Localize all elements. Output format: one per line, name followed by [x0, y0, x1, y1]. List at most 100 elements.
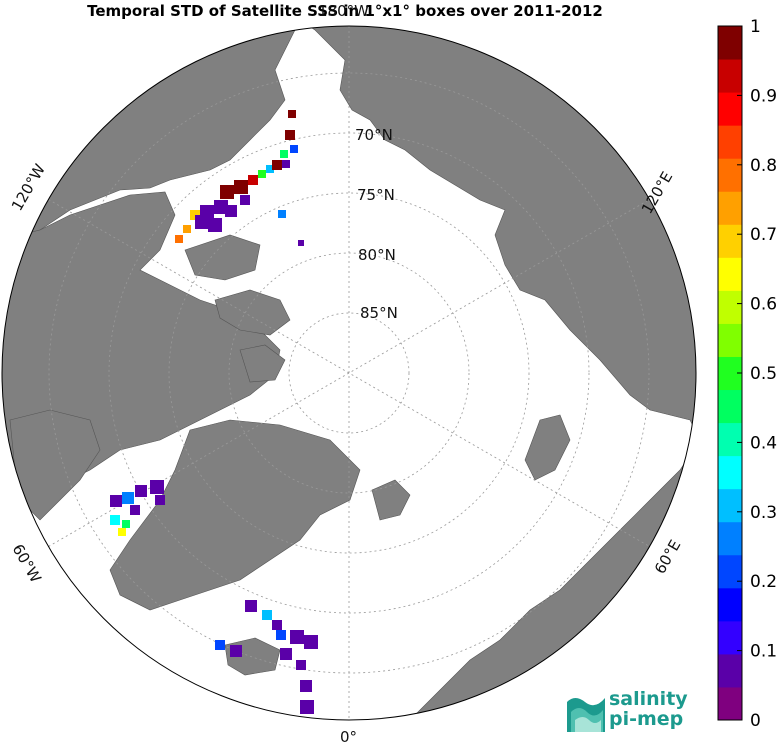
std-box	[234, 180, 248, 194]
logo-mark	[567, 698, 605, 732]
std-box	[110, 495, 122, 507]
colorbar-swatch	[718, 620, 742, 655]
std-box	[290, 145, 298, 153]
colorbar-tick-label: 0.4	[750, 433, 777, 453]
std-box	[276, 630, 286, 640]
std-box	[118, 528, 126, 536]
std-box	[225, 205, 237, 217]
std-box	[155, 495, 165, 505]
graticule	[48, 26, 650, 720]
std-box	[272, 160, 282, 170]
std-box	[272, 620, 282, 630]
land-greenland	[109, 419, 361, 611]
std-box	[110, 515, 120, 525]
std-box	[300, 680, 312, 692]
colorbar-tick-label: 0	[750, 711, 761, 731]
lat-label-75: 75°N	[357, 186, 395, 204]
lon-label-120w: 120°W	[8, 161, 49, 214]
std-box	[183, 225, 191, 233]
colorbar-ticks: 0 0.1 0.2 0.3 0.4 0.5 0.6 0.7 0.8 0.9 1	[737, 17, 777, 731]
lat-circle-75	[168, 192, 530, 554]
std-box	[282, 160, 290, 168]
colorbar-swatch	[718, 125, 742, 159]
colorbar-swatch	[718, 521, 742, 556]
salinity-pi-mep-logo: salinity pi-mep	[565, 688, 695, 736]
std-box	[150, 480, 164, 494]
land-archipelago-2	[214, 289, 291, 336]
std-box	[175, 235, 183, 243]
colorbar-tick-label: 0.1	[750, 642, 777, 662]
std-box	[288, 110, 296, 118]
std-box	[195, 215, 209, 229]
colorbar-tick-label: 0.9	[750, 86, 777, 106]
colorbar: 0 0.1 0.2 0.3 0.4 0.5 0.6 0.7 0.8 0.9 1	[717, 17, 777, 731]
std-box	[248, 175, 258, 185]
std-box	[130, 505, 140, 515]
meridian-120	[48, 199, 650, 547]
std-box	[296, 660, 306, 670]
std-box	[280, 150, 288, 158]
colorbar-swatch	[718, 554, 742, 589]
std-box	[122, 520, 130, 528]
colorbar-tick-label: 0.7	[750, 225, 777, 245]
colorbar-tick-label: 0.6	[750, 295, 777, 315]
lon-label-60e: 60°E	[651, 537, 685, 577]
std-box	[245, 600, 257, 612]
colorbar-swatch	[718, 290, 742, 324]
colorbar-tick-label: 0.8	[750, 156, 777, 176]
colorbar-swatch	[718, 422, 742, 457]
colorbar-tick-label: 0.3	[750, 503, 777, 523]
colorbar-tick-label: 0.5	[750, 364, 777, 384]
std-box	[285, 130, 295, 140]
std-box	[122, 492, 134, 504]
colorbar-tick-label: 1	[750, 17, 761, 37]
land-archipelago-3	[239, 344, 286, 383]
colorbar-swatch	[718, 455, 742, 490]
std-box	[215, 640, 225, 650]
colorbar-swatch	[718, 26, 742, 60]
lat-label-80: 80°N	[358, 246, 396, 264]
colorbar-swatch	[718, 686, 742, 721]
colorbar-swatch	[718, 653, 742, 688]
colorbar-swatch	[718, 92, 742, 126]
lat-label-85: 85°N	[360, 304, 398, 322]
colorbar-swatch	[718, 224, 742, 258]
colorbar-tick-label: 0.2	[750, 572, 777, 592]
std-box	[298, 240, 304, 246]
land-novaya-zemlya	[524, 414, 571, 481]
lon-label-180w: 180°W	[318, 2, 369, 20]
std-box	[214, 200, 228, 214]
std-box	[262, 610, 272, 620]
colorbar-swatch	[718, 488, 742, 523]
land-archipelago-1	[184, 234, 261, 281]
lat-circle-85	[288, 312, 410, 434]
colorbar-swatch	[718, 191, 742, 225]
colorbar-swatch	[718, 389, 742, 424]
colorbar-swatches	[718, 26, 742, 721]
map-title: Temporal STD of Satellite SSS in 1°x1° b…	[87, 2, 603, 20]
logo-line-2: pi-mep	[609, 708, 684, 730]
std-box	[280, 648, 292, 660]
std-box	[230, 645, 242, 657]
std-box	[278, 210, 286, 218]
colorbar-swatch	[718, 587, 742, 622]
std-box	[208, 218, 222, 232]
colorbar-swatch	[718, 59, 742, 93]
std-box	[290, 630, 304, 644]
std-data-boxes	[110, 110, 318, 714]
std-box	[258, 170, 266, 178]
colorbar-swatch	[718, 257, 742, 291]
colorbar-swatch	[718, 158, 742, 192]
logo-line-1: salinity	[609, 688, 688, 710]
std-box	[220, 185, 234, 199]
std-box	[300, 700, 314, 714]
std-box	[304, 635, 318, 649]
map-boundary	[1, 25, 697, 721]
std-box	[135, 485, 147, 497]
colorbar-swatch	[718, 323, 742, 357]
std-box	[240, 195, 250, 205]
lon-label-60w: 60°W	[9, 541, 45, 586]
latitude-labels: 70°N 75°N 80°N 85°N	[355, 126, 398, 322]
land-svalbard	[371, 479, 411, 521]
